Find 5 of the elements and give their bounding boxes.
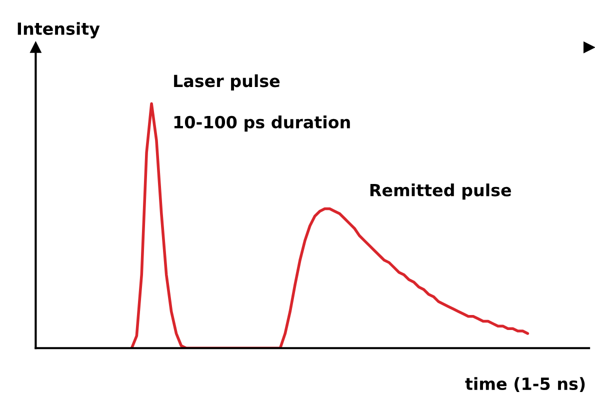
annotation: Remitted pulse xyxy=(370,184,512,200)
annotation: 10-100 ps duration xyxy=(174,116,350,132)
y-axis-title: Intensity xyxy=(18,22,100,38)
x-axis-title: time (1-5 ns) xyxy=(465,377,585,392)
text: Laser pulse xyxy=(174,74,280,90)
